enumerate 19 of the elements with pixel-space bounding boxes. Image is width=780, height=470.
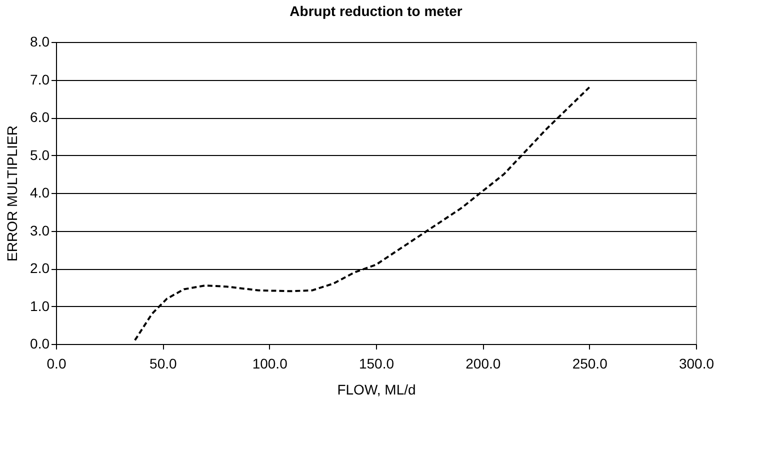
y-tick-label: 3.0 xyxy=(30,222,50,238)
x-axis-title: FLOW, ML/d xyxy=(337,382,416,398)
y-tick-label: 4.0 xyxy=(30,184,50,200)
y-tick-label: 5.0 xyxy=(30,146,50,163)
y-tick-label: 2.0 xyxy=(30,260,50,276)
y-tick-label: 8.0 xyxy=(30,34,50,50)
chart-title: Abrupt reduction to meter xyxy=(290,3,463,19)
y-tick-label: 1.0 xyxy=(30,298,50,314)
x-tick-label: 50.0 xyxy=(150,356,178,372)
y-tick-label: 6.0 xyxy=(30,109,50,125)
x-tick-label: 300.0 xyxy=(678,356,714,372)
y-tick-label: 7.0 xyxy=(30,71,50,88)
x-tick-label: 150.0 xyxy=(358,356,394,372)
y-axis-title: ERROR MULTIPLIER xyxy=(4,126,20,262)
x-tick-label: 0.0 xyxy=(46,356,66,372)
x-tick-label: 200.0 xyxy=(466,356,501,372)
y-tick-label: 0.0 xyxy=(30,336,50,352)
x-tick-label: 250.0 xyxy=(572,356,608,372)
x-tick-label: 100.0 xyxy=(252,356,288,372)
